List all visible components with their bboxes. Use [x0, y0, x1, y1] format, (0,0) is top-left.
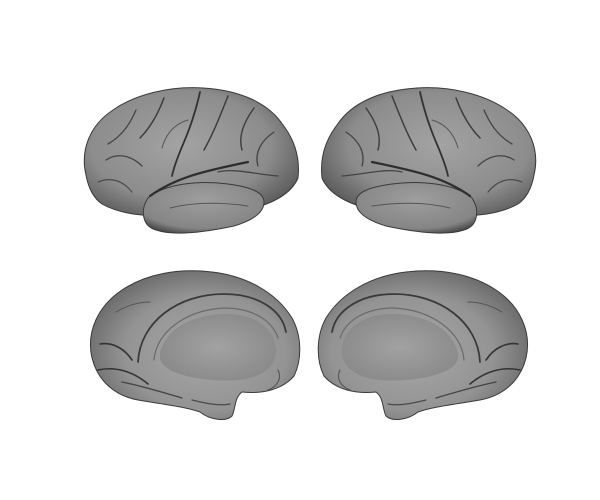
right-hemisphere-lateral-view: [321, 87, 537, 234]
right-lateral-temporal-lobe: [355, 182, 478, 234]
left-lateral-central-sulcus: [171, 91, 201, 177]
right-medial-parieto-occipital-sulcus: [485, 342, 519, 361]
right-medial-cingulate-sulcus: [331, 293, 481, 363]
left-lateral-temporal-lobe: [142, 182, 265, 234]
right-lateral-sylvian-fissure: [370, 160, 472, 198]
right-lateral-cortex: [321, 87, 537, 217]
right-hemisphere-medial-view: [317, 270, 528, 420]
right-medial-calcarine-sulcus: [469, 368, 521, 385]
left-lateral-cortex: [83, 87, 299, 217]
right-lateral-central-sulcus: [419, 91, 449, 177]
left-medial-parieto-occipital-sulcus: [99, 342, 133, 361]
left-lateral-sylvian-fissure: [148, 160, 250, 198]
left-medial-wall: [159, 314, 277, 381]
left-hemisphere-medial-view: [90, 270, 301, 420]
left-medial-cingulate-sulcus: [137, 293, 287, 363]
right-medial-wall: [341, 314, 459, 381]
left-medial-calcarine-sulcus: [97, 368, 149, 385]
left-hemisphere-lateral-view: [83, 87, 299, 234]
